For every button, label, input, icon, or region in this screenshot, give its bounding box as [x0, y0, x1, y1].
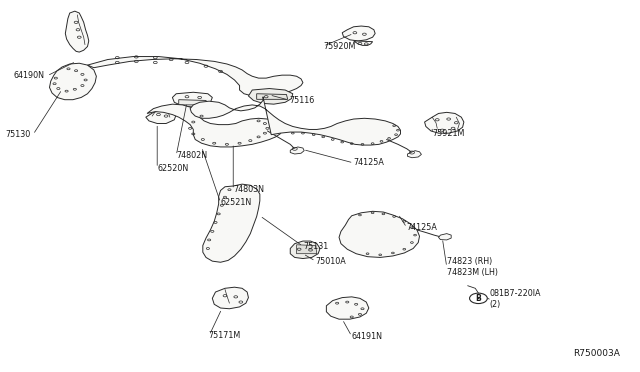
- Polygon shape: [408, 151, 421, 158]
- Text: 62521N: 62521N: [221, 198, 252, 207]
- Text: 74823 (RH)
74823M (LH): 74823 (RH) 74823M (LH): [447, 257, 498, 277]
- Polygon shape: [190, 97, 401, 145]
- Text: R750003A: R750003A: [573, 349, 620, 358]
- Text: B: B: [476, 294, 481, 303]
- Polygon shape: [291, 241, 320, 259]
- Polygon shape: [49, 63, 97, 100]
- Polygon shape: [172, 92, 212, 107]
- Text: 75010A: 75010A: [316, 257, 346, 266]
- Polygon shape: [342, 26, 375, 41]
- Polygon shape: [179, 100, 208, 105]
- Text: 74125A: 74125A: [354, 158, 385, 167]
- Text: 75921M: 75921M: [432, 129, 465, 138]
- Polygon shape: [339, 211, 419, 257]
- Polygon shape: [354, 41, 372, 45]
- Polygon shape: [296, 245, 317, 254]
- Text: 64191N: 64191N: [352, 332, 383, 341]
- Polygon shape: [326, 297, 369, 319]
- Text: 74803N: 74803N: [233, 185, 264, 194]
- Polygon shape: [147, 104, 282, 147]
- Text: 64190N: 64190N: [13, 71, 44, 80]
- Text: 75130: 75130: [5, 130, 31, 139]
- Text: 75171M: 75171M: [208, 331, 240, 340]
- Polygon shape: [291, 147, 304, 154]
- Text: 75131: 75131: [303, 242, 328, 251]
- Polygon shape: [88, 57, 303, 97]
- Text: 62520N: 62520N: [157, 164, 188, 173]
- Polygon shape: [212, 287, 248, 309]
- Polygon shape: [257, 94, 288, 99]
- Polygon shape: [65, 11, 89, 52]
- Text: 75920M: 75920M: [323, 42, 356, 51]
- Text: 74125A: 74125A: [407, 223, 438, 232]
- Text: 74802N: 74802N: [176, 151, 207, 160]
- Polygon shape: [248, 89, 292, 104]
- Text: 081B7-220IA
(2): 081B7-220IA (2): [489, 289, 541, 309]
- Polygon shape: [424, 112, 464, 133]
- Polygon shape: [203, 184, 260, 262]
- Polygon shape: [438, 234, 451, 240]
- Polygon shape: [146, 110, 176, 124]
- Text: 75116: 75116: [289, 96, 314, 105]
